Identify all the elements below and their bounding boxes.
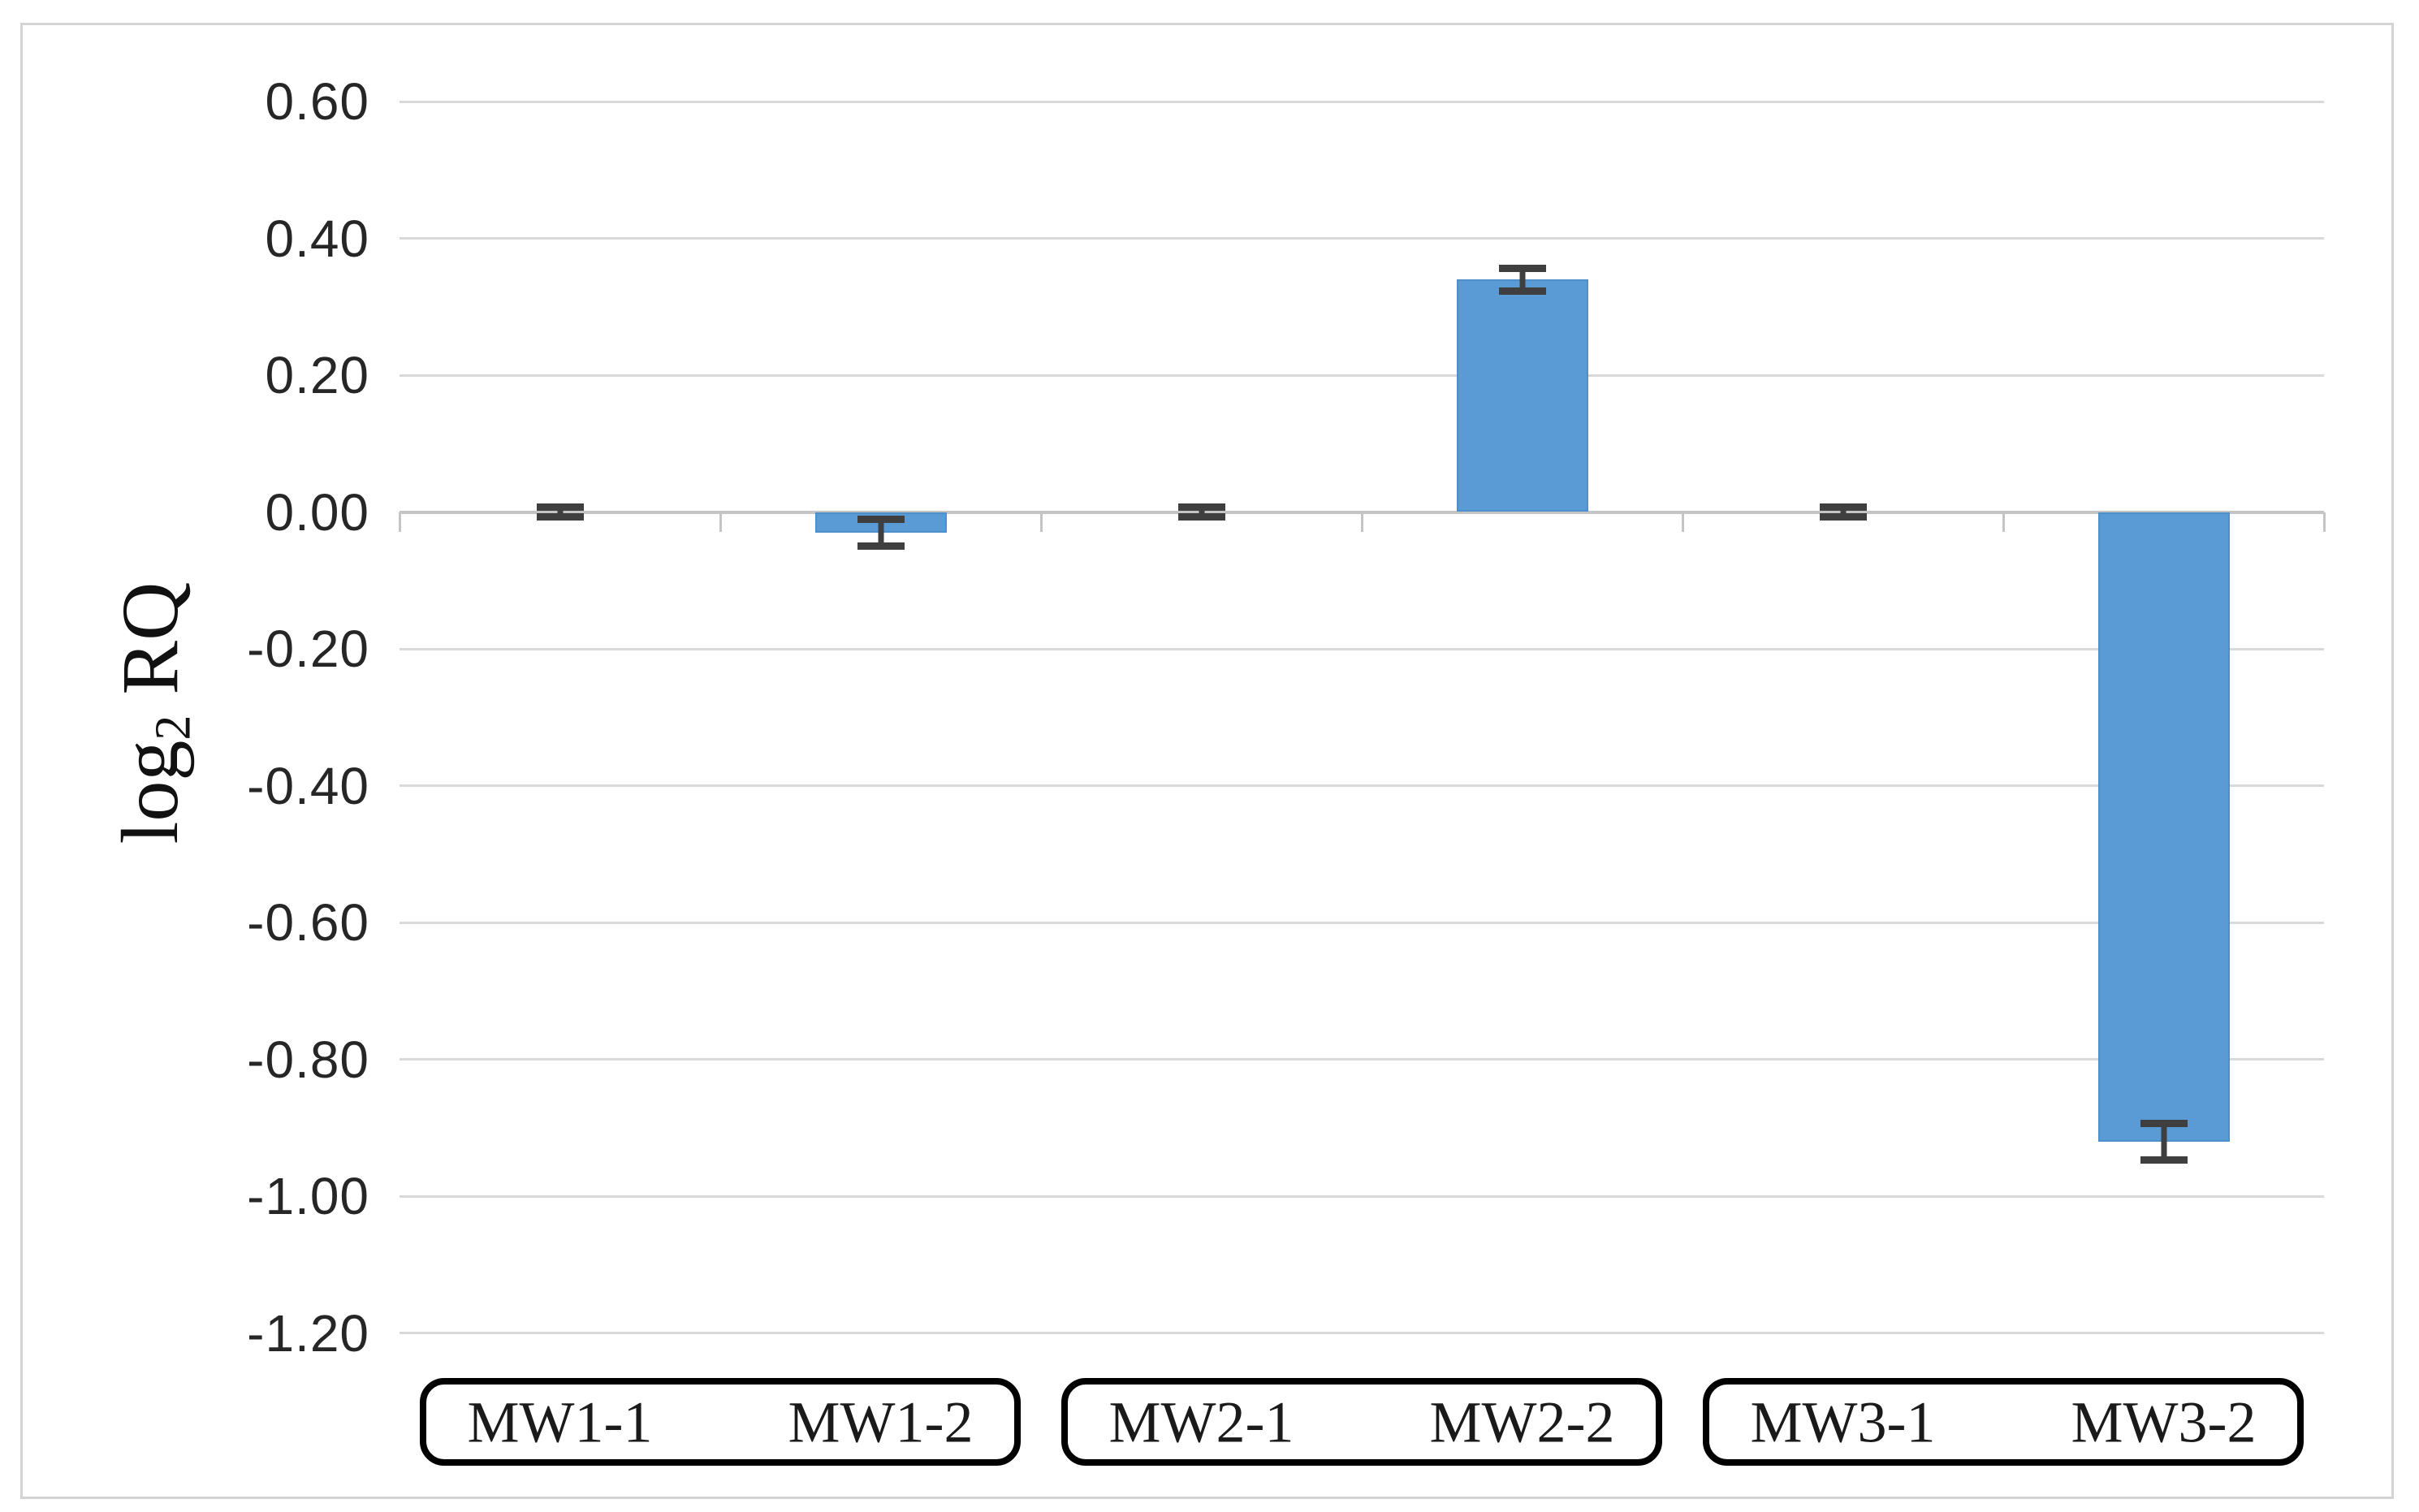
axis-tick [398,512,401,532]
gridline [400,1058,2324,1061]
bar-MW3-2 [2097,512,2230,1142]
error-bar-top-cap [857,515,905,523]
gridline [400,921,2324,924]
y-tick-label: 0.00 [265,482,369,542]
gridline [400,784,2324,787]
category-group-box [420,1378,1021,1466]
axis-tick [719,512,722,532]
error-bar-top-cap [2140,1119,2188,1127]
category-group-box [1061,1378,1662,1466]
y-tick-label: 0.60 [265,72,369,131]
axis-tick [2322,512,2326,532]
category-group-box [1703,1378,2304,1466]
gridline [400,1332,2324,1334]
error-bar-stem [1199,503,1204,521]
error-bar-top-cap [1819,503,1867,511]
y-tick-label: -1.20 [247,1303,369,1363]
error-bar-top-cap [1177,503,1225,511]
category-label-MW1-1: MW1-1 [467,1389,653,1455]
error-bar-bottom-cap [1177,513,1225,521]
error-bar-top-cap [536,503,584,511]
error-bar-stem [1840,503,1846,521]
error-bar-bottom-cap [857,542,905,550]
error-bar-MW2-2 [1498,264,1546,295]
y-axis-title-subscript: 2 [145,715,201,741]
error-bar-MW3-1 [1819,503,1867,521]
axis-tick [1039,512,1043,532]
category-label-MW3-2: MW3-2 [2071,1389,2257,1455]
error-bar-bottom-cap [536,513,584,521]
y-tick-label: -0.20 [247,620,369,678]
error-bar-stem [1519,264,1525,295]
category-label-MW3-1: MW3-1 [1750,1389,1936,1455]
axis-tick [1681,512,1684,532]
y-tick-label: -1.00 [247,1167,369,1225]
error-bar-bottom-cap [1819,513,1867,521]
y-tick-label: -0.40 [247,756,369,815]
category-label-MW2-2: MW2-2 [1429,1389,1615,1455]
error-bar-stem [557,503,563,521]
error-bar-MW1-1 [536,503,584,521]
y-tick-label: -0.60 [247,893,369,952]
gridline [400,100,2324,103]
gridline [400,374,2324,377]
gridline [400,647,2324,650]
y-tick-label: -0.80 [247,1030,369,1089]
error-bar-MW1-2 [857,515,905,550]
y-axis-title: log2 RQ [103,582,203,845]
error-bar-stem [878,515,883,550]
error-bar-top-cap [1498,264,1546,272]
y-tick-label: 0.40 [265,209,369,268]
axis-tick [1360,512,1363,532]
error-bar-bottom-cap [2140,1156,2188,1164]
gridline [400,1194,2324,1198]
error-bar-bottom-cap [1498,287,1546,295]
category-label-MW2-1: MW2-1 [1108,1389,1294,1455]
y-axis-title-rest: RQ [104,581,195,715]
bar-MW2-2 [1456,279,1588,512]
error-bar-MW2-1 [1177,503,1225,521]
y-axis-title-base: log [104,740,195,845]
category-label-MW1-2: MW1-2 [788,1389,974,1455]
error-bar-MW3-2 [2140,1119,2188,1164]
gridline [400,237,2324,240]
chart-frame: 0.60 0.40 0.20 0.00 -0.20 -0.40 -0.60 -0.80 -1.0… [20,23,2394,1499]
y-tick-label: 0.20 [265,346,369,404]
axis-tick [2002,512,2005,532]
error-bar-stem [2161,1119,2166,1164]
